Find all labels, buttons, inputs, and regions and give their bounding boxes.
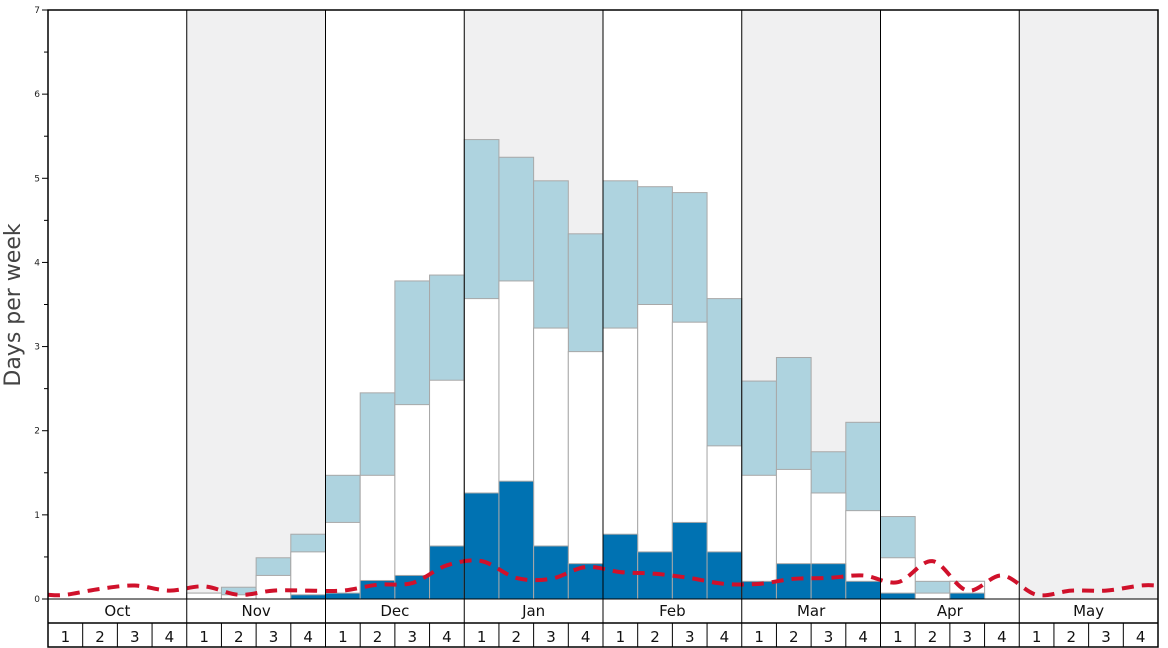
week-label-29: 2 xyxy=(1067,628,1077,646)
bar-s0-12 xyxy=(463,492,500,600)
bar-s1-8 xyxy=(325,521,361,600)
week-label-9: 2 xyxy=(373,628,383,646)
bar-s0-8 xyxy=(325,592,361,600)
week-label-7: 4 xyxy=(303,628,313,646)
week-label-8: 1 xyxy=(338,628,348,646)
bar-s0-18 xyxy=(671,521,708,600)
month-label-may: May xyxy=(1073,602,1104,620)
week-label-1: 2 xyxy=(95,628,105,646)
month-label-mar: Mar xyxy=(797,602,826,620)
week-label-30: 3 xyxy=(1101,628,1111,646)
week-label-13: 2 xyxy=(512,628,522,646)
week-label-2: 3 xyxy=(130,628,140,646)
month-label-apr: Apr xyxy=(937,602,964,620)
week-label-17: 2 xyxy=(650,628,660,646)
month-band-nov xyxy=(186,10,326,599)
bar-s0-16 xyxy=(602,533,639,600)
bar-s1-17 xyxy=(637,304,673,600)
week-label-21: 2 xyxy=(789,628,799,646)
week-label-18: 3 xyxy=(685,628,695,646)
bar-s1-15 xyxy=(567,351,604,600)
week-label-4: 1 xyxy=(199,628,209,646)
y-tick-label-2: 2 xyxy=(34,427,40,437)
week-label-20: 1 xyxy=(754,628,764,646)
bar-s1-20 xyxy=(741,474,777,600)
week-label-6: 3 xyxy=(269,628,279,646)
week-label-23: 4 xyxy=(858,628,868,646)
week-label-14: 3 xyxy=(546,628,556,646)
week-label-28: 1 xyxy=(1032,628,1042,646)
bar-s0-23 xyxy=(845,580,881,600)
month-band-may xyxy=(1019,10,1158,599)
bar-s0-14 xyxy=(533,545,569,600)
week-label-26: 3 xyxy=(962,628,972,646)
bar-s0-7 xyxy=(290,594,326,600)
x-axis: Oct Nov Dec Jan Feb Mar Apr May 1 2 3 4 1 2 3 4 1 2 3 4 1 2 3 4… xyxy=(61,10,1146,647)
y-axis-label: Days per week xyxy=(1,223,26,386)
week-label-16: 1 xyxy=(616,628,626,646)
week-label-10: 3 xyxy=(407,628,417,646)
y-tick-label-1: 1 xyxy=(34,511,40,521)
bar-s0-24 xyxy=(880,592,916,600)
month-label-oct: Oct xyxy=(104,602,130,620)
bar-s0-22 xyxy=(810,563,847,600)
week-label-15: 4 xyxy=(581,628,591,646)
bar-s0-11 xyxy=(429,545,465,600)
month-label-dec: Dec xyxy=(380,602,409,620)
week-label-31: 4 xyxy=(1136,628,1146,646)
y-axis: 0 1 2 3 4 5 6 7 xyxy=(34,6,48,605)
week-label-12: 1 xyxy=(477,628,487,646)
month-label-nov: Nov xyxy=(241,602,270,620)
week-label-24: 1 xyxy=(893,628,903,646)
bar-s0-13 xyxy=(498,480,535,600)
week-label-22: 3 xyxy=(824,628,834,646)
week-label-5: 2 xyxy=(234,628,244,646)
bar-series xyxy=(186,139,986,600)
week-label-0: 1 xyxy=(61,628,71,646)
month-label-jan: Jan xyxy=(521,602,545,620)
y-tick-label-5: 5 xyxy=(34,174,40,184)
month-label-feb: Feb xyxy=(659,602,686,620)
week-label-11: 4 xyxy=(442,628,452,646)
y-tick-label-3: 3 xyxy=(34,343,40,353)
y-tick-label-0: 0 xyxy=(34,595,40,605)
bar-s1-25 xyxy=(914,592,951,600)
week-label-3: 4 xyxy=(165,628,175,646)
week-label-19: 4 xyxy=(720,628,730,646)
week-label-27: 4 xyxy=(997,628,1007,646)
bar-s1-24 xyxy=(880,557,916,600)
bar-s1-10 xyxy=(394,404,431,600)
bar-s1-6 xyxy=(255,574,292,600)
week-label-25: 2 xyxy=(928,628,938,646)
y-tick-label-4: 4 xyxy=(34,258,40,268)
bar-s1-4 xyxy=(186,592,222,600)
bar-s0-19 xyxy=(706,551,743,600)
y-tick-label-7: 7 xyxy=(34,6,40,16)
bar-s1-9 xyxy=(359,474,396,600)
y-tick-label-6: 6 xyxy=(34,90,40,100)
bar-s0-26 xyxy=(949,592,986,600)
